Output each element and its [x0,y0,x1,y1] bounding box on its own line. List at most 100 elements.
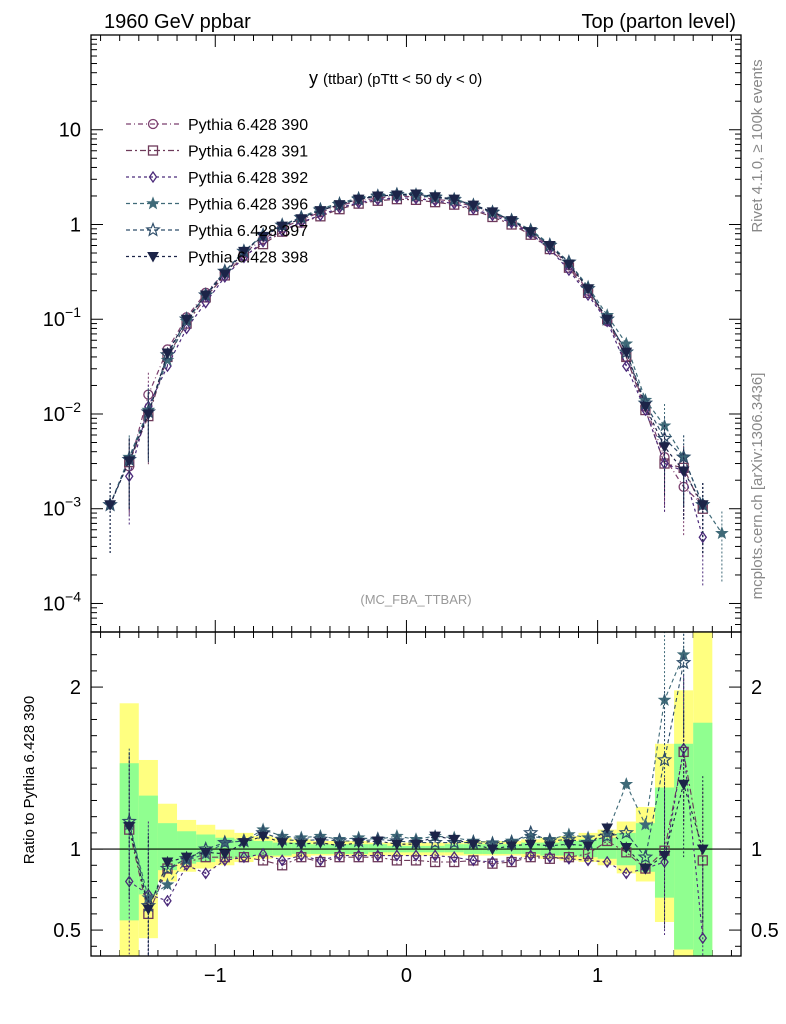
ratio-data-point [622,867,631,880]
legend-entry: Pythia 6.428 396 [126,196,308,214]
data-point [123,456,136,467]
ratio-data-point [297,849,306,862]
ratio-data-point [656,751,673,767]
ratio-data-point [199,847,212,859]
ratio-data-point [563,839,575,851]
ratio-data-point [277,854,287,867]
ratio-data-point [582,841,594,852]
legend-marker [145,221,161,237]
ratio-data-point [352,838,365,849]
legend-entry: Pythia 6.428 398 [126,250,308,267]
ratio-data-point [257,855,269,866]
series-line [128,198,704,509]
mcplots-label: mcplots.cern.ch [arXiv:1306.3436] [749,373,766,600]
data-point [352,194,365,206]
rivet-version-label: Rivet 4.1.0, ≥ 100k events [749,59,766,232]
data-point [448,194,461,206]
series-s398 [104,189,709,555]
ratio-data-point [446,834,462,850]
band-green-bin [368,844,388,853]
header-right-label: Top (parton level) [581,11,736,33]
data-point [658,442,671,453]
data-point [371,191,384,203]
ratio-data-point [258,847,268,861]
ratio-y-axis-label: Ratio to Pythia 6.428 390 [21,696,38,864]
ratio-data-point [639,864,652,875]
ratio-data-point [427,834,443,850]
data-point [316,209,325,222]
ratio-y-tick-label-left: 1 [70,839,81,861]
ratio-frame [90,631,742,957]
ratio-data-point [391,855,403,866]
ratio-data-point [371,836,384,848]
data-point [104,500,116,511]
ratio-data-point [618,824,635,840]
ratio-data-point [679,742,688,755]
ratio-data-point [545,851,555,864]
data-point [295,214,308,225]
data-point [639,401,652,413]
ratio-data-point [163,894,172,908]
ratio-data-point [160,877,175,891]
ratio-series-group [121,632,709,956]
ratio-data-point [675,654,692,670]
ratio-data-point [526,849,535,862]
ratio-data-point [180,852,193,864]
data-point [201,296,210,309]
data-point [333,200,346,211]
legend-marker [146,196,160,210]
ratio-data-point [161,857,174,869]
data-point [160,353,175,366]
data-point [620,347,633,359]
plot-title-rest: (ttbar) (pTtt < 50 dy < 0) [323,71,482,88]
ratio-data-point [696,844,709,856]
legend-entry: Pythia 6.428 390 [126,117,308,134]
data-point [180,314,193,326]
ratio-data-point [142,904,155,916]
data-point [218,269,231,281]
band-green-bin [674,743,694,950]
ratio-data-point [467,839,480,851]
legend-marker [147,252,159,263]
ratio-data-point [429,856,441,868]
y-tick-label: 10−2 [43,399,81,426]
header-left-label: 1960 GeV ppbar [104,11,251,33]
data-point [505,216,518,227]
ratio-y-tick-label-right: 0.5 [751,920,779,942]
data-point [564,263,574,277]
legend-label: Pythia 6.428 396 [188,197,308,214]
data-point [622,359,631,373]
legend-label: Pythia 6.428 391 [188,144,308,161]
data-point [410,189,422,200]
y-tick-label: 10−4 [43,588,81,615]
ratio-data-point [391,839,403,851]
ratio-data-point [449,851,459,864]
ratio-data-point [522,824,539,840]
ratio-series-s397 [121,632,692,956]
legend-marker [147,118,159,130]
legend-entry: Pythia 6.428 391 [126,144,308,161]
data-point [161,348,174,360]
ratio-data-point [430,849,440,862]
ratio-data-point [620,842,633,854]
data-point [543,241,556,252]
series-s397 [102,186,711,555]
series-line [128,195,704,506]
data-point [257,231,269,243]
ratio-data-point [658,851,671,862]
ratio-data-point [159,860,176,876]
ratio-data-point [564,852,574,865]
data-point [199,290,212,302]
ratio-data-point [411,849,421,862]
ratio-data-point [123,821,136,833]
x-tick-label: 1 [592,965,603,987]
data-point [467,200,480,212]
ratio-data-point [698,932,708,945]
ratio-data-point [486,844,499,856]
ratio-data-point [354,849,363,862]
data-point [677,466,690,478]
ratio-data-point [295,839,308,851]
y-tick-label: 10−3 [43,494,81,521]
ratio-data-point [601,823,614,835]
ratio-data-point [488,855,497,869]
